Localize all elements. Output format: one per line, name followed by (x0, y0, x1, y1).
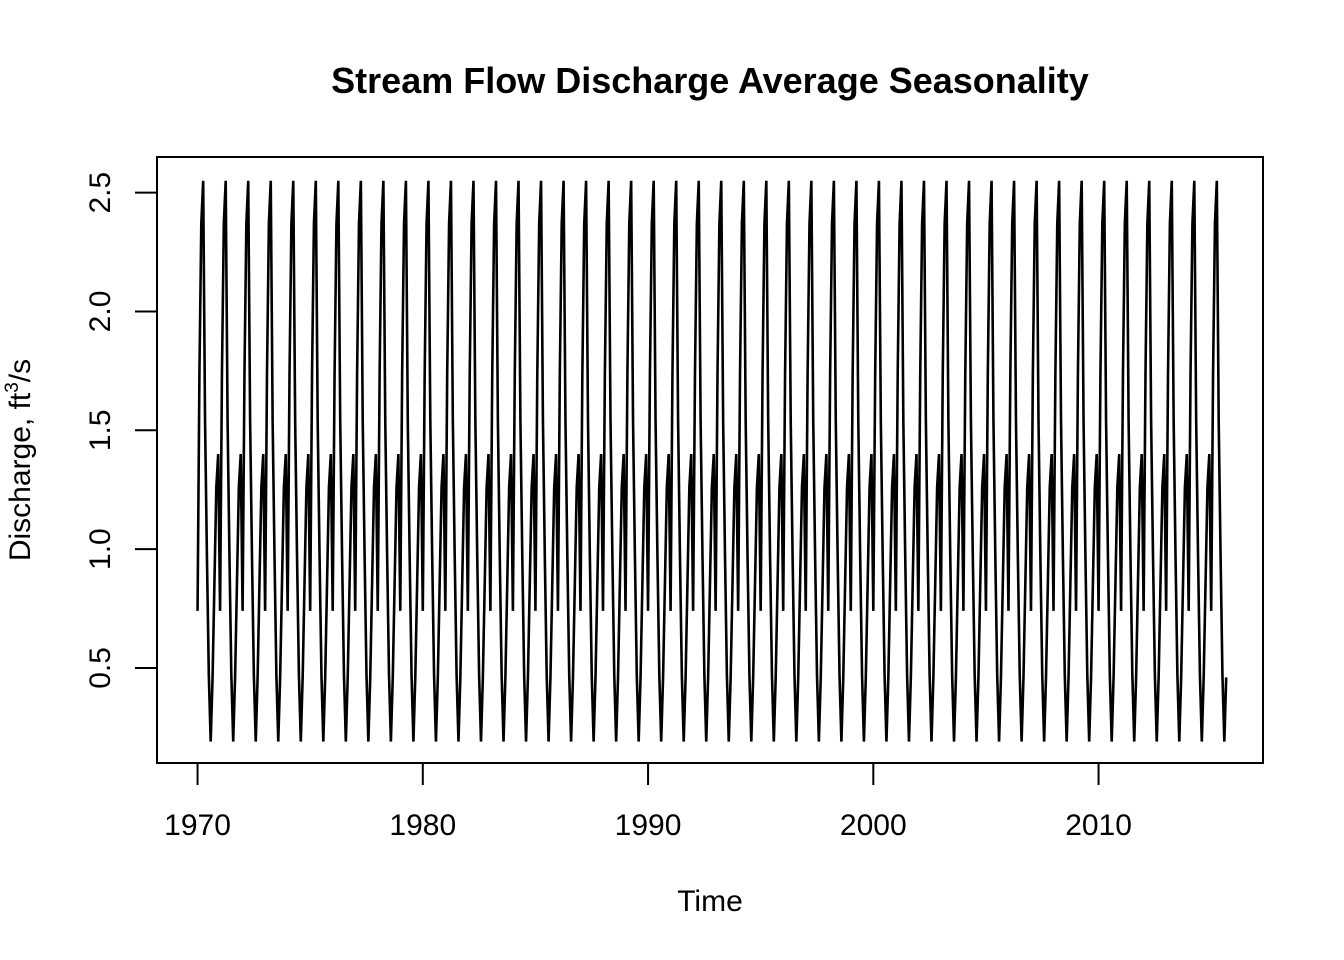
y-axis-label-prefix: Discharge, ft (4, 392, 37, 561)
series-line-0 (196, 180, 1228, 742)
y-tick-label-1.0: 1.0 (84, 528, 117, 570)
y-axis-label-superscript: 3 (2, 382, 23, 393)
y-tick-label-2.5: 2.5 (84, 172, 117, 214)
x-tick-label-2010: 2010 (1065, 809, 1132, 842)
x-axis: 1970 1980 1990 2000 2010 (164, 762, 1132, 842)
x-tick-label-1990: 1990 (615, 809, 682, 842)
y-tick-label-1.5: 1.5 (84, 409, 117, 451)
y-axis-label-suffix: /s (4, 359, 37, 382)
y-axis-label: Discharge, ft3/s (2, 359, 37, 561)
x-tick-label-1970: 1970 (164, 809, 231, 842)
x-axis-label: Time (677, 885, 743, 918)
y-axis: 0.5 1.0 1.5 2.0 2.5 (84, 172, 158, 689)
x-tick-label-2000: 2000 (840, 809, 907, 842)
series-layer (196, 180, 1228, 742)
y-tick-label-0.5: 0.5 (84, 647, 117, 689)
x-tick-label-1980: 1980 (389, 809, 456, 842)
chart-title: Stream Flow Discharge Average Seasonalit… (331, 60, 1089, 101)
y-tick-label-2.0: 2.0 (84, 291, 117, 333)
